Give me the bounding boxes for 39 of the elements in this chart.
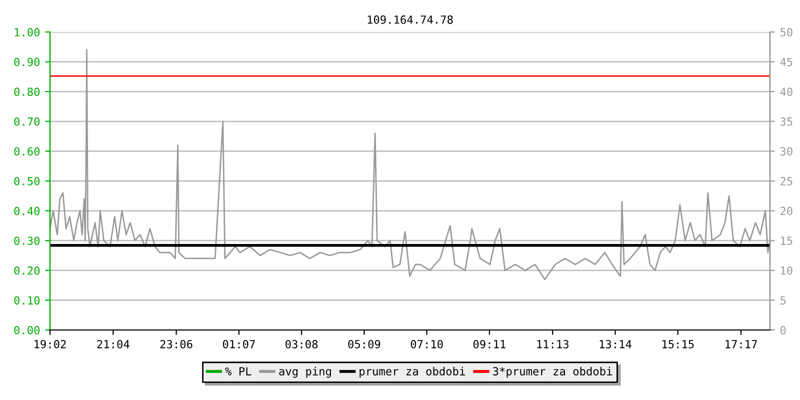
- y2-tick-label: 15: [781, 236, 792, 246]
- y2-tick-label: 25: [780, 177, 792, 186]
- y2-tick-label: 45: [780, 58, 792, 66]
- y-tick-label: 0.60: [14, 147, 40, 156]
- y-tick-label: 0.40: [14, 206, 40, 216]
- y-tick-label: 0.90: [14, 58, 40, 66]
- x-tick-label: 19:02: [34, 340, 66, 348]
- y-tick-label: 0.50: [14, 177, 40, 186]
- y2-tick-label: 35: [780, 117, 792, 126]
- y-tick-label: 1.00: [14, 28, 40, 36]
- y-tick-label: 0.00: [14, 326, 40, 334]
- x-tick-label: 05:09: [348, 340, 380, 348]
- y2-tick-label: 50: [780, 28, 792, 36]
- legend-label: prumer za obdobi: [360, 366, 465, 378]
- x-tick-label: 15:15: [662, 340, 694, 348]
- y2-tick-label: 5: [780, 296, 786, 305]
- y2-tick-label: 40: [780, 88, 792, 96]
- x-tick-label: 11:13: [537, 340, 568, 348]
- y-tick-label: 0.80: [14, 88, 40, 96]
- y-tick-label: 0.20: [14, 266, 40, 275]
- legend-label: 3*prumer za obdobi: [493, 366, 612, 378]
- y2-tick-label: 30: [780, 147, 792, 156]
- chart-title: 109.164.74.78: [368, 15, 453, 24]
- y2-tick-label: 0: [780, 326, 786, 334]
- x-tick-label: 13:14: [600, 340, 632, 348]
- legend-label: avg ping: [279, 366, 331, 378]
- y-tick-label: 0.70: [14, 117, 40, 126]
- y-tick-label: 0.10: [14, 296, 40, 305]
- x-tick-label: 07:10: [410, 340, 443, 348]
- x-tick-label: 17:17: [726, 340, 757, 348]
- x-tick-label: 09:11: [473, 340, 506, 348]
- y2-tick-label: 20: [780, 206, 792, 216]
- x-tick-label: 23:06: [160, 340, 192, 348]
- y2-tick-label: 10: [781, 266, 792, 275]
- legend-label: % PL: [225, 367, 252, 376]
- x-tick-label: 03:08: [286, 340, 318, 348]
- y-tick-label: 0.30: [14, 236, 40, 246]
- x-tick-label: 01:07: [222, 340, 255, 348]
- x-tick-label: 21:04: [97, 340, 130, 348]
